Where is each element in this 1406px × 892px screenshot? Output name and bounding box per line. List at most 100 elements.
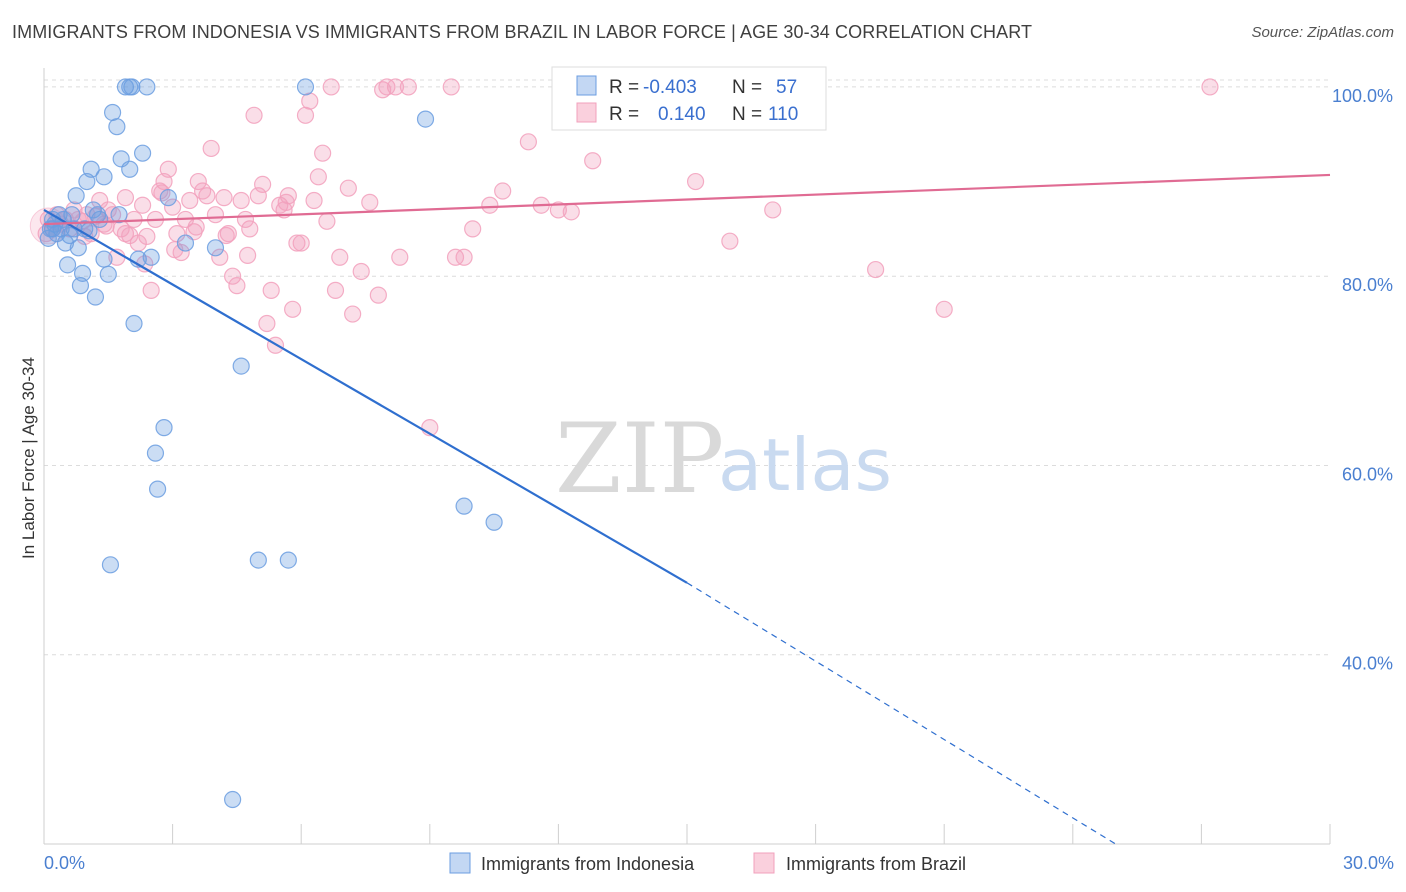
x-ticks xyxy=(172,824,1331,844)
brazil-point-57 xyxy=(279,187,297,205)
indonesia-point-35 xyxy=(176,234,195,252)
brazil-point-85 xyxy=(519,133,537,151)
legend-r-value-indonesia: -0.403 xyxy=(643,77,697,98)
brazil-point-58 xyxy=(284,300,302,318)
brazil-points xyxy=(29,78,1219,437)
brazil-point-51 xyxy=(254,175,272,193)
brazil-point-82 xyxy=(464,220,482,238)
indonesia-point-9 xyxy=(58,256,77,274)
brazil-point-60 xyxy=(292,234,310,252)
brazil-point-76 xyxy=(391,248,409,266)
brazil-point-102 xyxy=(187,218,205,236)
indonesia-point-31 xyxy=(146,444,165,462)
brazil-point-77 xyxy=(399,78,417,96)
brazil-point-89 xyxy=(584,152,602,170)
indonesia-point-17 xyxy=(86,288,105,306)
chart-source: Source: ZipAtlas.com xyxy=(1251,24,1394,41)
brazil-point-96 xyxy=(935,300,953,318)
indonesia-point-25 xyxy=(121,160,139,178)
brazil-point-46 xyxy=(232,191,250,210)
brazil-point-48 xyxy=(241,220,259,238)
brazil-point-107 xyxy=(166,241,184,259)
brazil-point-93 xyxy=(721,232,739,250)
chart-title: IMMIGRANTS FROM INDONESIA VS IMMIGRANTS … xyxy=(12,22,1033,42)
brazil-point-25 xyxy=(142,281,160,299)
brazil-point-52 xyxy=(258,314,276,333)
brazil-point-70 xyxy=(344,305,362,323)
brazil-point-97 xyxy=(1201,78,1219,96)
brazil-point-45 xyxy=(228,277,246,295)
indonesia-point-12 xyxy=(69,239,87,257)
bottom-legend-label-brazil: Immigrants from Brazil xyxy=(786,854,966,874)
brazil-point-24 xyxy=(138,227,156,246)
indonesia-point-28 xyxy=(133,144,152,162)
brazil-point-65 xyxy=(314,144,332,162)
brazil-point-72 xyxy=(361,193,379,211)
indonesia-point-21 xyxy=(103,103,122,122)
legend-r-value-brazil: 0.140 xyxy=(658,104,706,125)
brazil-point-95 xyxy=(867,260,885,279)
indonesia-point-55 xyxy=(110,206,128,224)
brazil-point-87 xyxy=(549,201,568,219)
indonesia-point-42 xyxy=(416,110,435,128)
indonesia-point-40 xyxy=(279,551,297,569)
brazil-point-71 xyxy=(352,262,370,281)
brazil-point-84 xyxy=(494,182,512,200)
brazil-point-69 xyxy=(339,179,357,197)
indonesia-point-32 xyxy=(148,480,167,498)
brazil-point-38 xyxy=(198,187,216,205)
brazil-point-83 xyxy=(481,196,499,214)
indonesia-point-22 xyxy=(108,118,126,136)
y-tick-labels: 40.0% 60.0% 80.0% 100.0% xyxy=(1332,86,1393,674)
brazil-point-44 xyxy=(224,267,242,285)
indonesia-point-51 xyxy=(88,206,107,224)
legend-frame xyxy=(551,66,827,131)
legend-n-label-indonesia: N = xyxy=(732,77,762,98)
brazil-point-63 xyxy=(305,191,323,210)
legend-n-value-brazil: 110 xyxy=(768,104,798,125)
indonesia-point-29 xyxy=(138,78,156,96)
indonesia-point-14 xyxy=(73,264,92,282)
brazil-point-40 xyxy=(206,206,225,224)
brazil-point-61 xyxy=(296,106,315,124)
bottom-legend-label-indonesia: Immigrants from Indonesia xyxy=(481,854,695,874)
indonesia-point-44 xyxy=(485,513,503,531)
indonesia-point-16 xyxy=(82,160,100,178)
indonesia-point-45 xyxy=(101,556,120,574)
indonesia-point-37 xyxy=(224,790,242,809)
brazil-point-66 xyxy=(318,212,336,230)
indonesia-point-20 xyxy=(99,265,117,283)
brazil-point-42 xyxy=(215,189,233,207)
x-tick-label-max: 30.0% xyxy=(1343,853,1394,873)
brazil-point-29 xyxy=(159,160,177,178)
brazil-point-49 xyxy=(245,106,263,124)
indonesia-point-33 xyxy=(155,419,173,437)
brazil-point-64 xyxy=(309,168,327,186)
brazil-point-36 xyxy=(189,172,207,191)
brazil-point-41 xyxy=(211,248,229,266)
y-tick-label-40: 40.0% xyxy=(1342,654,1393,674)
indonesia-trend-extension xyxy=(686,582,1116,845)
indonesia-point-53 xyxy=(67,187,85,205)
watermark-zip: ZIP xyxy=(555,403,724,515)
indonesia-point-56 xyxy=(123,78,141,96)
indonesia-point-48 xyxy=(63,206,81,224)
brazil-point-23 xyxy=(133,196,152,214)
indonesia-point-19 xyxy=(95,250,113,268)
watermark-atlas: atlas xyxy=(718,423,892,507)
brazil-point-73 xyxy=(369,286,387,304)
brazil-point-30 xyxy=(164,198,182,216)
bottom-legend-swatch-indonesia xyxy=(449,852,471,874)
indonesia-point-34 xyxy=(159,189,177,207)
brazil-trend-line xyxy=(43,173,1331,226)
brazil-point-108 xyxy=(217,226,235,245)
y-tick-label-80: 80.0% xyxy=(1342,275,1393,295)
brazil-point-13 xyxy=(91,191,109,210)
brazil-point-104 xyxy=(322,78,340,96)
brazil-point-109 xyxy=(277,193,295,211)
y-tick-label-100: 100.0% xyxy=(1332,86,1393,106)
indonesia-point-39 xyxy=(249,551,267,569)
legend-n-label-brazil: N = xyxy=(732,104,762,125)
legend-box: R = -0.403 N = 57 R = 0.140 N = 110 xyxy=(551,66,827,131)
